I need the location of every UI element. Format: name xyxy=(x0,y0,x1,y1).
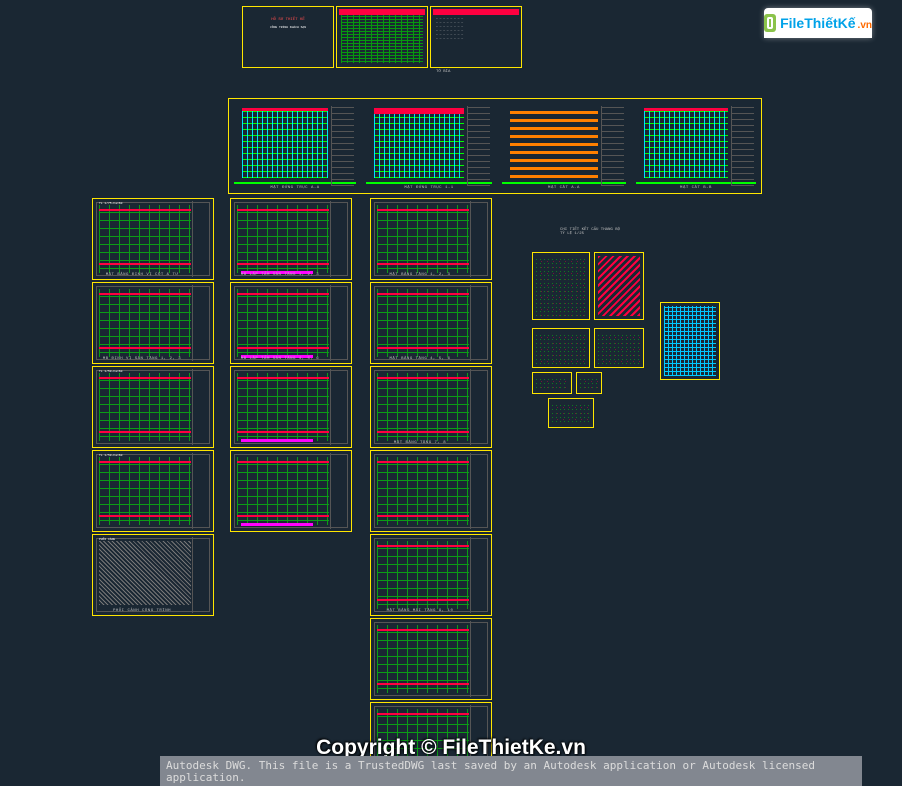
plan-sheet-c1-r1[interactable]: MB LẮP TẤM SÀN TẦNG 4, 5, 6 xyxy=(230,282,352,364)
plan-sheet-c1-r0[interactable]: MB LẮP TẤM SÀN TẦNG 1, 2, 3 xyxy=(230,198,352,280)
row1-footer: TỜ BÌA xyxy=(436,70,450,74)
elevation-sheet-1[interactable]: MẶT ĐỨNG TRỤC 1-1 xyxy=(362,100,496,192)
plan-sheet-c2-r3[interactable] xyxy=(370,450,492,532)
plan-sheet-c0-r0[interactable]: TL 1/75-Fa=60MẶT BẰNG ĐỊNH VỊ CỘT & TƯ xyxy=(92,198,214,280)
detail-sheet-6[interactable] xyxy=(548,398,594,428)
plan-sheet-c0-r1[interactable]: MB ĐỊNH VỊ SÀN TẦNG 1, 2, 3 xyxy=(92,282,214,364)
plan-sheet-c1-r2[interactable] xyxy=(230,366,352,448)
watermark-logo: FileThiếtKế .vn xyxy=(764,8,872,38)
logo-suffix: .vn xyxy=(858,20,872,31)
plan-sheet-c0-r4[interactable]: PHỐI CẢNHPHỐI CẢNH CÔNG TRÌNH xyxy=(92,534,214,616)
detail-sheet-0[interactable] xyxy=(532,252,590,320)
detail-sheet-7[interactable] xyxy=(660,302,720,380)
plan-sheet-c0-r3[interactable]: TL 1/50-Fa=60 xyxy=(92,450,214,532)
plan-sheet-c2-r5[interactable] xyxy=(370,618,492,700)
cover-sheet-1[interactable] xyxy=(336,6,428,68)
cad-model-space[interactable]: FileThiếtKế .vn HỒ SƠ THIẾT KẾCÔNG TRÌNH… xyxy=(0,0,902,786)
detail-sheet-5[interactable] xyxy=(576,372,602,394)
plan-sheet-c2-r1[interactable]: MẶT BẰNG TẦNG 4, 5, 6 xyxy=(370,282,492,364)
plan-sheet-c1-r3[interactable] xyxy=(230,450,352,532)
cover-sheet-0[interactable]: HỒ SƠ THIẾT KẾCÔNG TRÌNH KHÁCH SẠN xyxy=(242,6,334,68)
detail-sheet-1[interactable] xyxy=(594,252,644,320)
logo-icon xyxy=(764,14,776,32)
cover-sheet-2[interactable]: — — — — — — — —— — — — — — — —— — — — — … xyxy=(430,6,522,68)
elevation-sheet-0[interactable]: MẶT ĐỨNG TRỤC A-A xyxy=(230,100,360,192)
detail-sheet-3[interactable] xyxy=(594,328,644,368)
plan-sheet-c2-r4[interactable]: MẶT BẰNG MÁI TẦNG 9, 10 xyxy=(370,534,492,616)
elevation-sheet-3[interactable]: MẶT CẮT B-B xyxy=(632,100,760,192)
plan-sheet-c0-r2[interactable]: TL 1/50-Fa=60 xyxy=(92,366,214,448)
logo-text: FileThiếtKế xyxy=(780,15,855,31)
plan-sheet-c2-r2[interactable]: MẶT BẰNG TẦNG 7, 8 xyxy=(370,366,492,448)
detail-group-label: CHI TIẾT KẾT CẤU THANG BỘ TỶ LỆ 1/25 xyxy=(560,228,620,236)
plan-sheet-c2-r0[interactable]: MẶT BẰNG TẦNG 1, 2, 3 xyxy=(370,198,492,280)
status-bar: Autodesk DWG. This file is a TrustedDWG … xyxy=(160,756,862,786)
detail-sheet-2[interactable] xyxy=(532,328,590,368)
elevation-sheet-2[interactable]: MẶT CẮT A-A xyxy=(498,100,630,192)
detail-sheet-4[interactable] xyxy=(532,372,572,394)
